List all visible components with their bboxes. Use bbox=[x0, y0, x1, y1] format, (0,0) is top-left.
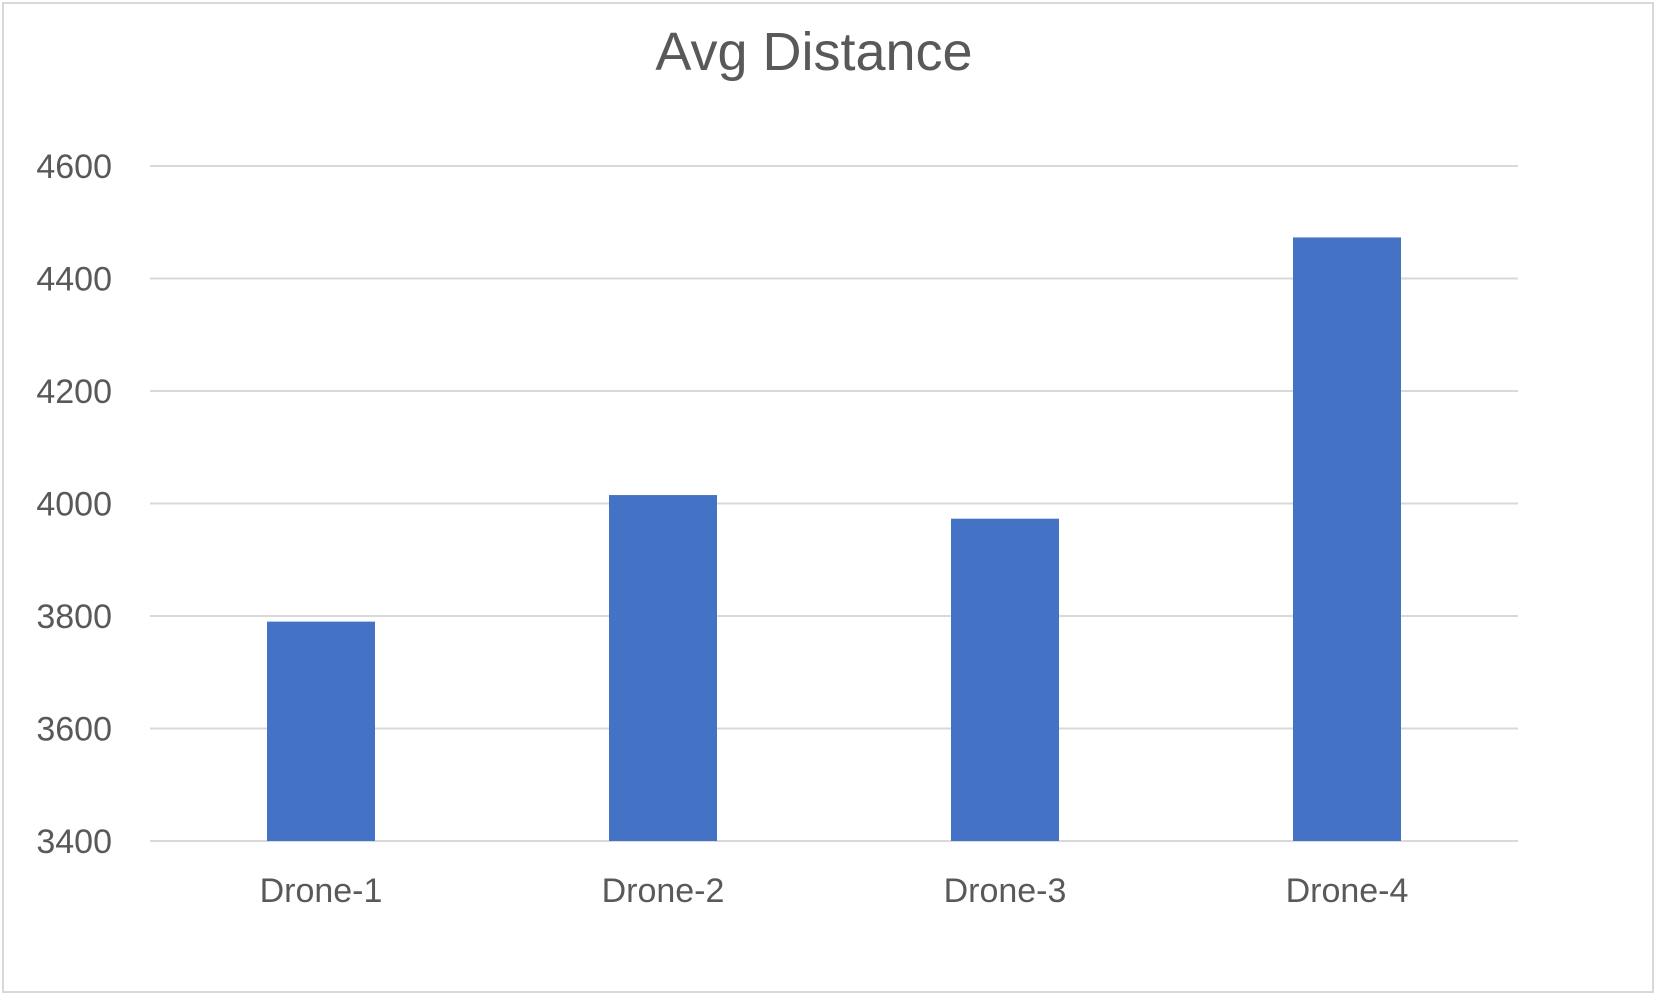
bar-chart: Avg Distance 3400 3600 3800 4000 4200 4400 460… bbox=[36, 22, 1518, 910]
y-tick-label: 3400 bbox=[36, 823, 112, 861]
chart-title: Avg Distance bbox=[655, 22, 972, 82]
y-tick-label: 4000 bbox=[36, 486, 112, 524]
x-category-label: Drone-1 bbox=[260, 872, 383, 910]
bar-drone-4 bbox=[1293, 237, 1401, 841]
y-tick-label: 4600 bbox=[36, 148, 112, 186]
y-tick-label: 4400 bbox=[36, 261, 112, 299]
bar-drone-2 bbox=[609, 495, 717, 841]
x-category-label: Drone-3 bbox=[944, 872, 1067, 910]
gridlines bbox=[150, 165, 1518, 842]
x-category-label: Drone-2 bbox=[602, 872, 725, 910]
bar-drone-3 bbox=[951, 518, 1059, 841]
bar-drone-1 bbox=[267, 621, 375, 841]
bars bbox=[267, 237, 1401, 841]
x-axis-categories: Drone-1 Drone-2 Drone-3 Drone-4 bbox=[260, 872, 1409, 910]
y-tick-label: 3800 bbox=[36, 598, 112, 636]
y-axis-ticks: 3400 3600 3800 4000 4200 4400 4600 bbox=[36, 148, 112, 861]
y-tick-label: 4200 bbox=[36, 373, 112, 411]
x-category-label: Drone-4 bbox=[1286, 872, 1409, 910]
y-tick-label: 3600 bbox=[36, 711, 112, 749]
